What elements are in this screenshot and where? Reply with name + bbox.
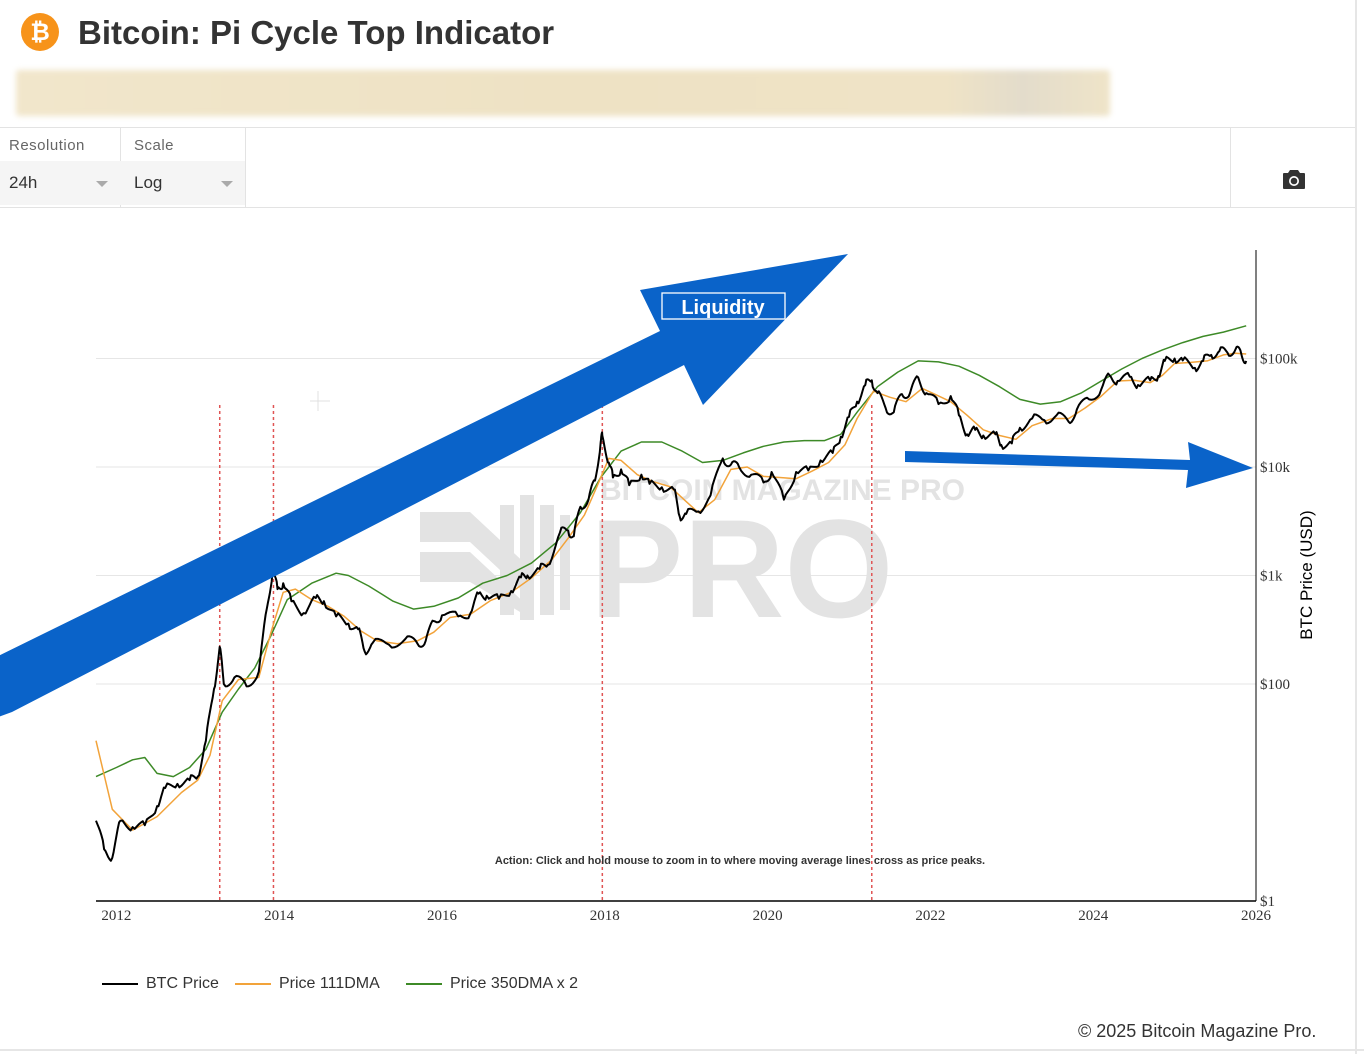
scale-control: Scale Log <box>120 128 246 207</box>
y-tick-label: $10k <box>1260 460 1291 476</box>
annotations: Liquidity <box>0 254 1253 717</box>
liquidity-up-arrow <box>0 254 848 717</box>
x-tick-label: 2014 <box>264 908 295 924</box>
legend-111dma-swatch <box>235 982 271 985</box>
btc-price-line <box>95 345 1248 862</box>
x-tick-label: 2026 <box>1241 908 1272 924</box>
blurred-banner <box>16 70 1110 116</box>
resolution-control: Resolution 24h <box>0 128 121 207</box>
legend-btc-price[interactable]: BTC Price <box>102 975 219 993</box>
legend-350dma-swatch <box>406 982 442 985</box>
x-tick-label: 2024 <box>1078 908 1109 924</box>
legend-350dma[interactable]: Price 350DMA x 2 <box>406 975 578 993</box>
chevron-down-icon <box>221 181 233 187</box>
resolution-select[interactable]: 24h <box>0 161 120 205</box>
liquidity-label-box <box>661 292 786 320</box>
watermark-pro-text: PRO <box>590 490 893 647</box>
resolution-value: 24h <box>9 173 38 192</box>
price-350dma-x2-line <box>95 325 1247 778</box>
legend-111dma-label: Price 111DMA <box>279 975 380 992</box>
y-tick-label: $100k <box>1260 352 1298 368</box>
x-tick-label: 2022 <box>915 908 945 924</box>
flat-right-arrow <box>905 442 1253 488</box>
x-tick-label: 2016 <box>427 908 458 924</box>
resolution-label: Resolution <box>9 137 85 154</box>
toolbar-divider <box>1230 128 1231 207</box>
legend-111dma[interactable]: Price 111DMA <box>235 975 380 993</box>
scale-label: Scale <box>134 137 175 154</box>
scale-select[interactable]: Log <box>120 161 245 205</box>
pi-cycle-chart[interactable]: BITCOIN MAGAZINE PRO PRO $1$100$1k$10k$1… <box>0 206 1355 966</box>
page-right-border <box>1355 0 1357 1054</box>
series-lines <box>95 325 1248 862</box>
y-axis-title: BTC Price (USD) <box>1297 510 1316 639</box>
axes: $1 $100 $1k $10k $100k 2012 2014 2016 2018 2020 20… <box>96 250 1316 924</box>
copyright-text: © 2025 Bitcoin Magazine Pro. <box>1078 1021 1317 1041</box>
action-hint-text: Action: Click and hold mouse to zoom in … <box>495 855 985 867</box>
legend-btc-label: BTC Price <box>146 975 219 992</box>
scale-value: Log <box>134 173 163 192</box>
x-tick-label: 2012 <box>101 908 131 924</box>
x-tick-label: 2018 <box>590 908 620 924</box>
y-tick-label: $1k <box>1260 569 1283 585</box>
page-title: Bitcoin: Pi Cycle Top Indicator <box>78 14 555 51</box>
chevron-down-icon <box>96 181 108 187</box>
x-tick-label: 2020 <box>753 908 783 924</box>
watermark: BITCOIN MAGAZINE PRO PRO <box>420 474 965 647</box>
legend-350dma-label: Price 350DMA x 2 <box>450 975 579 992</box>
price-111dma-line <box>95 352 1247 831</box>
page-header: ₿ Bitcoin: Pi Cycle Top Indicator <box>0 0 1355 70</box>
camera-icon[interactable] <box>1282 168 1306 195</box>
chart-toolbar: Resolution 24h Scale Log <box>0 127 1355 208</box>
legend-btc-swatch <box>102 982 138 985</box>
liquidity-label: Liquidity <box>681 297 765 319</box>
y-tick-label: $1 <box>1260 894 1275 910</box>
page-bottom-border <box>0 1049 1364 1051</box>
bitcoin-logo-icon: ₿ <box>21 13 59 51</box>
y-tick-label: $100 <box>1260 677 1290 693</box>
